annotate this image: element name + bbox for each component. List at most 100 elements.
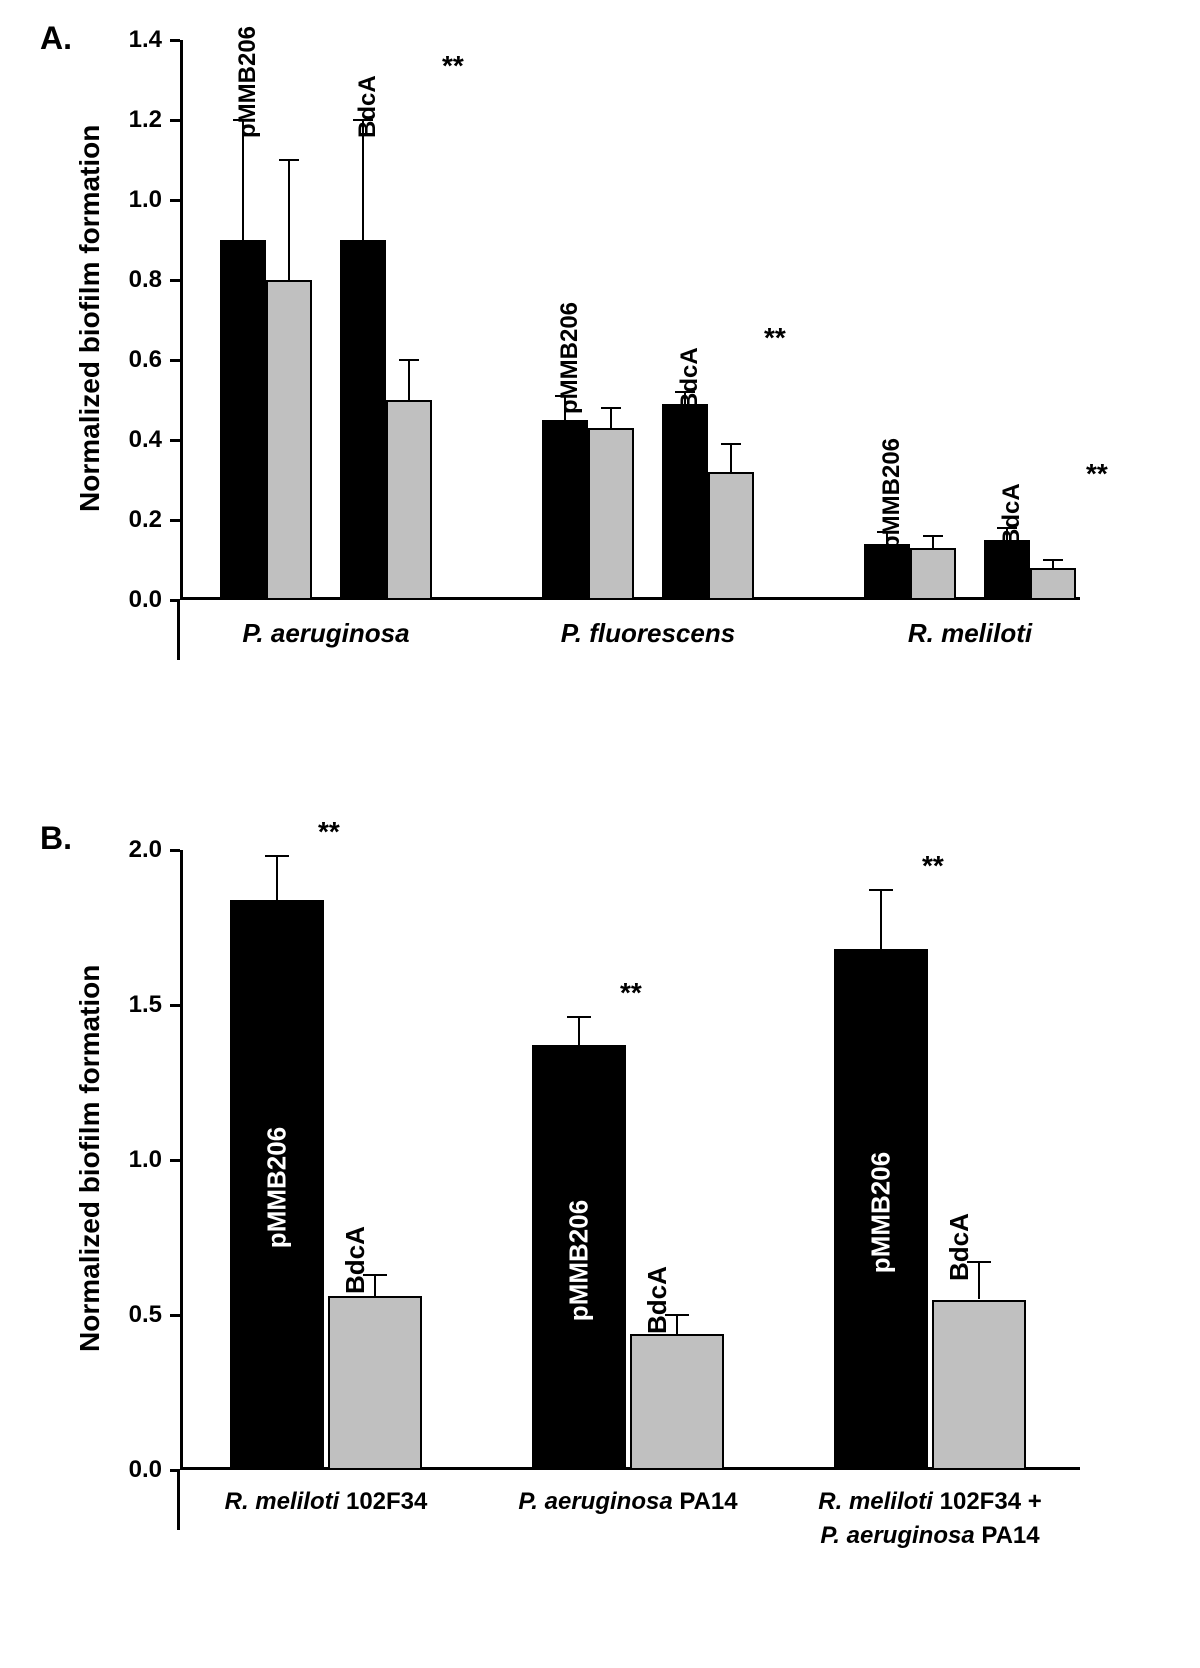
- panel-b-label: B.: [40, 820, 72, 857]
- pair-label: pMMB206: [556, 302, 584, 414]
- species-name: R. meliloti: [818, 1488, 933, 1515]
- significance-marker: **: [922, 850, 944, 882]
- bar: [386, 400, 432, 600]
- y-tick-label: 0.2: [110, 506, 162, 534]
- error-bar: [374, 1275, 376, 1297]
- pair-label: pMMB206: [234, 26, 262, 138]
- y-tick: [170, 1004, 180, 1007]
- bdca-label: BdcA: [944, 1213, 975, 1281]
- error-cap: [567, 1016, 591, 1018]
- y-tick-label: 0.5: [110, 1301, 162, 1329]
- bar: [662, 404, 708, 600]
- bar: [588, 428, 634, 600]
- error-bar: [276, 856, 278, 899]
- error-bar: [578, 1017, 580, 1045]
- x-group-label: R. meliloti 102F34: [166, 1488, 486, 1516]
- bar: [542, 420, 588, 600]
- y-tick-label: 0.0: [110, 1456, 162, 1484]
- y-tick: [170, 1469, 180, 1472]
- inbar-label-pmmb206: pMMB206: [262, 1107, 293, 1267]
- bar: [932, 1300, 1026, 1471]
- y-tick: [170, 599, 180, 602]
- y-tick: [170, 39, 180, 42]
- error-bar: [1052, 560, 1054, 568]
- y-tick-label: 0.8: [110, 266, 162, 294]
- species-name: P. aeruginosa: [820, 1522, 974, 1549]
- error-bar: [978, 1262, 980, 1299]
- bar: [630, 1334, 724, 1470]
- species-name: P. aeruginosa: [518, 1488, 672, 1515]
- bar: [340, 240, 386, 600]
- strain-name: 102F34: [339, 1488, 427, 1515]
- y-axis-label-b: Normalized biofilm formation: [74, 972, 106, 1352]
- y-tick-label: 1.0: [110, 1146, 162, 1174]
- error-bar: [880, 890, 882, 949]
- axis-extension: [177, 600, 180, 660]
- error-bar: [288, 160, 290, 280]
- bar: [984, 540, 1030, 600]
- error-cap: [601, 407, 621, 409]
- y-tick: [170, 119, 180, 122]
- error-bar: [676, 1315, 678, 1334]
- error-bar: [730, 444, 732, 472]
- bar: [864, 544, 910, 600]
- x-group-label: P. fluorescens: [518, 618, 778, 649]
- error-bar: [242, 120, 244, 240]
- y-tick-label: 2.0: [110, 836, 162, 864]
- y-tick-label: 0.6: [110, 346, 162, 374]
- x-group-label: P. aeruginosa PA14: [468, 1488, 788, 1516]
- pair-label: BdcA: [998, 483, 1026, 546]
- pair-label: pMMB206: [878, 438, 906, 550]
- y-tick-label: 1.0: [110, 186, 162, 214]
- bdca-label: BdcA: [642, 1266, 673, 1334]
- error-cap: [1043, 559, 1063, 561]
- y-tick: [170, 199, 180, 202]
- significance-marker: **: [318, 816, 340, 848]
- y-tick-label: 0.0: [110, 586, 162, 614]
- x-group-label: R. meliloti: [840, 618, 1100, 649]
- bar: [708, 472, 754, 600]
- inbar-label-pmmb206: pMMB206: [866, 1132, 897, 1292]
- y-tick-label: 1.5: [110, 991, 162, 1019]
- panel-a-label: A.: [40, 20, 72, 57]
- y-axis-label-a: Normalized biofilm formation: [74, 132, 106, 512]
- significance-marker: **: [1086, 458, 1108, 490]
- error-cap: [721, 443, 741, 445]
- y-tick-label: 0.4: [110, 426, 162, 454]
- bar: [266, 280, 312, 600]
- y-tick: [170, 849, 180, 852]
- error-cap: [869, 889, 893, 891]
- y-tick-label: 1.4: [110, 26, 162, 54]
- y-tick: [170, 359, 180, 362]
- error-cap: [279, 159, 299, 161]
- y-tick: [170, 1314, 180, 1317]
- x-group-label: P. aeruginosa: [196, 618, 456, 649]
- error-bar: [362, 120, 364, 240]
- x-group-label: R. meliloti 102F34 +: [770, 1488, 1090, 1516]
- y-tick: [170, 439, 180, 442]
- strain-name: PA14: [673, 1488, 738, 1515]
- error-bar: [610, 408, 612, 428]
- y-tick: [170, 279, 180, 282]
- strain-name: PA14: [975, 1522, 1040, 1549]
- bar: [220, 240, 266, 600]
- bar: [910, 548, 956, 600]
- error-cap: [265, 855, 289, 857]
- error-bar: [408, 360, 410, 400]
- y-tick: [170, 1159, 180, 1162]
- bar: [1030, 568, 1076, 600]
- pair-label: BdcA: [354, 75, 382, 138]
- significance-marker: **: [764, 322, 786, 354]
- error-cap: [923, 535, 943, 537]
- y-tick: [170, 519, 180, 522]
- significance-marker: **: [442, 50, 464, 82]
- bdca-label: BdcA: [340, 1226, 371, 1294]
- y-tick-label: 1.2: [110, 106, 162, 134]
- strain-name: 102F34 +: [933, 1488, 1042, 1515]
- inbar-label-pmmb206: pMMB206: [564, 1180, 595, 1340]
- x-group-label: P. aeruginosa PA14: [770, 1522, 1090, 1550]
- significance-marker: **: [620, 977, 642, 1009]
- species-name: R. meliloti: [225, 1488, 340, 1515]
- bar: [328, 1296, 422, 1470]
- pair-label: BdcA: [676, 347, 704, 410]
